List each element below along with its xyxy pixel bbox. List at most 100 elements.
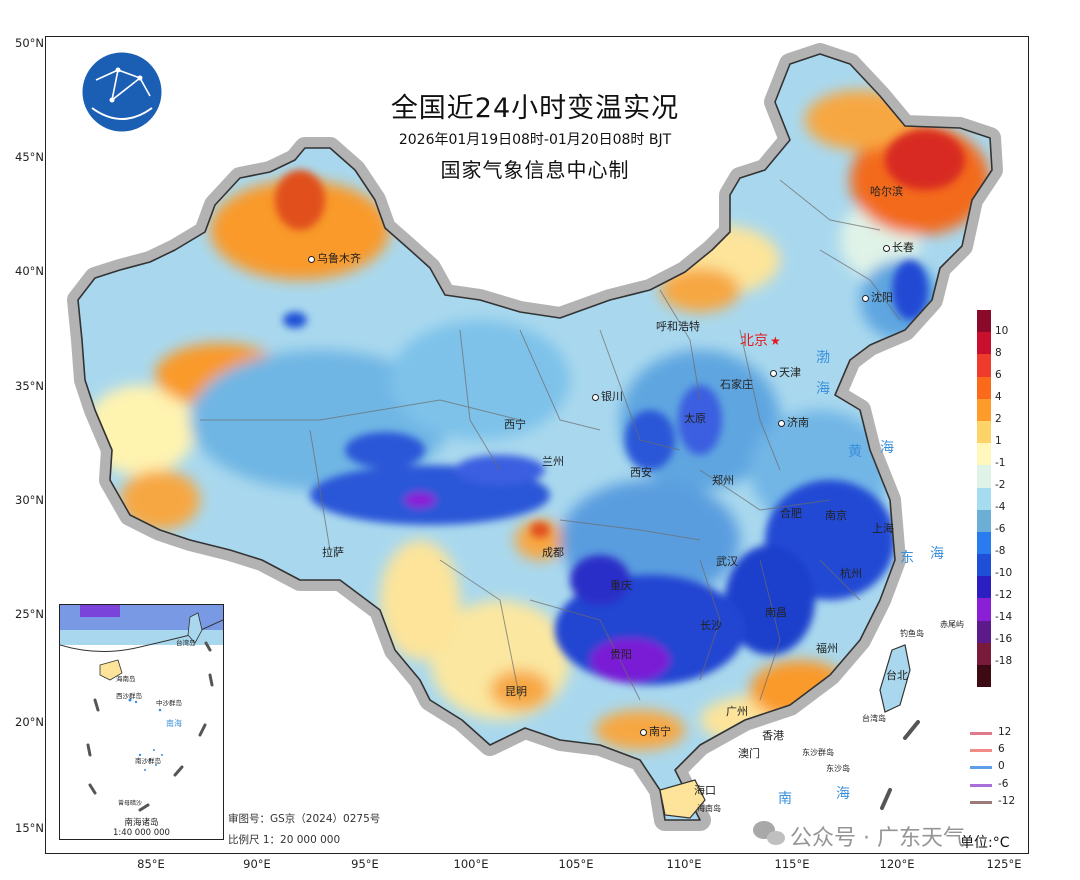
sea-label: 东 — [900, 550, 916, 566]
lon-label-95: 95°E — [351, 857, 379, 871]
city-name: 昆明 — [505, 685, 527, 698]
lon-label-110: 110°E — [666, 857, 702, 871]
city-name: 济南 — [787, 416, 809, 429]
lat-label-25: 25°N — [15, 607, 44, 621]
colorbar-cell — [977, 620, 991, 643]
colorbar-cell — [977, 443, 991, 466]
colorbar-label: -4 — [995, 501, 1006, 513]
city-name: 武汉 — [716, 555, 738, 568]
lat-label-50: 50°N — [15, 36, 44, 50]
city-name: 西安 — [630, 466, 652, 479]
city-label: 西宁 — [504, 416, 526, 432]
inset-map — [60, 605, 223, 812]
lat-label-15: 15°N — [15, 821, 44, 835]
city-label: 哈尔滨 — [870, 183, 903, 199]
island-label: 海南岛 — [697, 804, 721, 813]
inset-label: 曾母暗沙 — [118, 800, 143, 807]
city-label: 成都 — [542, 544, 564, 560]
colorbar-label: -10 — [995, 567, 1013, 579]
city-name: 台北 — [886, 669, 908, 682]
lat-label-35: 35°N — [15, 379, 44, 393]
city-label: 南昌 — [765, 604, 787, 620]
island-label: 钓鱼岛 — [900, 629, 924, 638]
colorbar-cell — [977, 576, 991, 599]
city-label: 海口 — [694, 782, 716, 798]
city-marker-icon — [308, 255, 315, 263]
colorbar-cell — [977, 310, 991, 333]
city-label: 武汉 — [716, 553, 738, 569]
city-label: 长春 — [883, 239, 914, 255]
city-name: 澳门 — [738, 747, 760, 760]
map-review-number: 审图号：GS京（2024）0275号 — [228, 813, 381, 825]
city-label: 南京 — [825, 507, 847, 523]
city-label: 呼和浩特 — [656, 318, 700, 334]
sea-label: 海 — [930, 546, 946, 562]
sea-label: 南 — [778, 791, 794, 807]
lon-label-100: 100°E — [453, 857, 489, 871]
colorbar-label: -6 — [995, 523, 1006, 535]
contour-line-swatch — [970, 766, 992, 769]
city-label: 重庆 — [610, 577, 632, 593]
city-name: 兰州 — [542, 455, 564, 468]
city-label: 太原 — [684, 410, 706, 426]
contour-line-label: 0 — [998, 760, 1005, 772]
colorbar-label: -16 — [995, 633, 1013, 645]
colorbar-label: 10 — [995, 325, 1009, 337]
city-name: 长春 — [892, 241, 914, 254]
city-name: 拉萨 — [322, 546, 344, 559]
city-name: 郑州 — [712, 474, 734, 487]
colorbar-cell — [977, 509, 991, 532]
city-name: 贵阳 — [610, 648, 632, 661]
contour-line-label: -6 — [998, 778, 1009, 790]
colorbar-cell — [977, 487, 991, 510]
city-label: 沈阳 — [862, 289, 893, 305]
colorbar-cell — [977, 332, 991, 355]
city-label: 广州 — [726, 703, 748, 719]
city-name: 上海 — [872, 522, 894, 535]
city-label: 拉萨 — [322, 544, 344, 560]
colorbar-label: 4 — [995, 391, 1002, 403]
city-name: 香港 — [762, 729, 784, 742]
city-label capital: 北京 ★ — [740, 330, 781, 350]
lat-label-20: 20°N — [15, 715, 44, 729]
city-name: 乌鲁木齐 — [317, 252, 361, 265]
contour-line-label: 12 — [998, 726, 1012, 738]
colorbar-label: -2 — [995, 479, 1006, 491]
colorbar-label: 8 — [995, 347, 1002, 359]
map-scale: 比例尺 1：20 000 000 — [228, 834, 341, 846]
city-name: 重庆 — [610, 579, 632, 592]
colorbar-cell — [977, 598, 991, 621]
city-label: 合肥 — [780, 505, 802, 521]
colorbar-label: -8 — [995, 545, 1006, 557]
colorbar-cell — [977, 398, 991, 421]
city-marker-icon — [883, 244, 890, 252]
city-label: 上海 — [872, 520, 894, 536]
island-label: 东沙群岛 — [802, 748, 834, 757]
contour-line-swatch — [970, 732, 992, 735]
contour-line-label: -12 — [998, 795, 1016, 807]
city-marker-icon — [640, 728, 647, 736]
colorbar-cell — [977, 642, 991, 665]
city-label: 福州 — [816, 640, 838, 656]
sea-label: 海 — [816, 381, 832, 397]
lon-label-120: 120°E — [879, 857, 915, 871]
colorbar-cell — [977, 554, 991, 577]
colorbar-cell — [977, 665, 991, 688]
city-name: 成都 — [542, 546, 564, 559]
city-name: 呼和浩特 — [656, 320, 700, 333]
city-name: 海口 — [694, 784, 716, 797]
sea-label: 海 — [880, 440, 896, 456]
city-label: 杭州 — [840, 565, 862, 581]
city-name: 福州 — [816, 642, 838, 655]
city-label: 郑州 — [712, 472, 734, 488]
colorbar-label: -1 — [995, 457, 1006, 469]
island-label: 东沙岛 — [826, 764, 850, 773]
lon-label-115: 115°E — [774, 857, 810, 871]
city-label: 天津 — [770, 364, 801, 380]
city-name: 长沙 — [700, 619, 722, 632]
lon-label-85: 85°E — [137, 857, 165, 871]
inset-label: 海南岛 — [116, 675, 136, 683]
city-label: 银川 — [592, 388, 623, 404]
sea-label: 黄 — [848, 444, 864, 460]
